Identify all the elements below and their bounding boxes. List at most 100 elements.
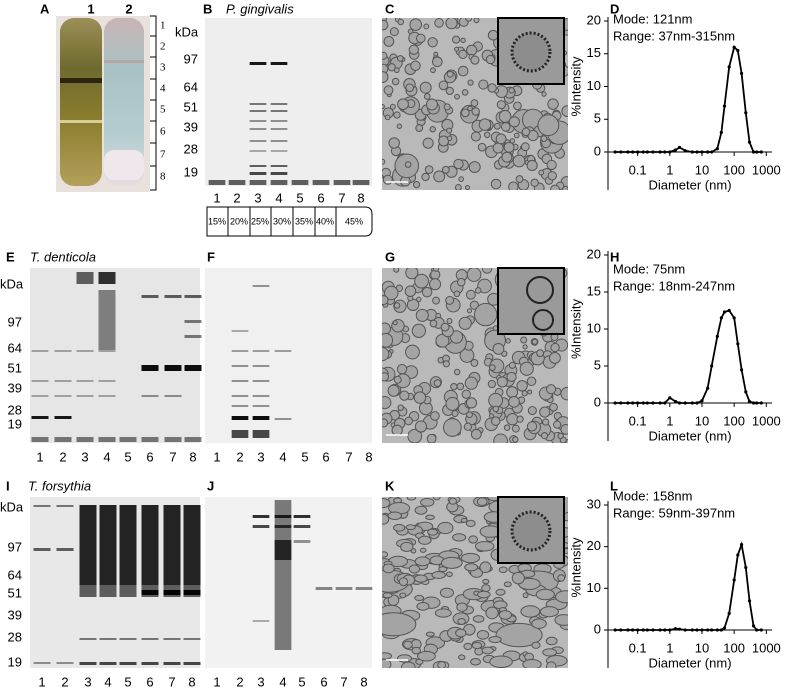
vesicle [446,127,453,134]
marker-label: 64 [8,340,22,355]
panel-label: D [610,1,619,16]
gel-band [274,418,292,420]
panel-label: I [6,478,10,493]
vesicle [393,375,402,384]
data-point [651,150,655,154]
panel-label: F [207,249,215,264]
vesicle [521,127,531,137]
annotation: Range: 59nm-397nm [613,505,735,520]
data-point [759,150,763,154]
vesicle [489,364,496,371]
x-tick-label: 0.1 [629,413,647,428]
gel-band [184,365,202,371]
data-point [744,565,748,570]
marker-label: 28 [8,629,22,644]
gel-band [54,350,72,352]
vesicle [555,590,568,604]
vesicle [481,646,494,655]
marker-label: 51 [184,99,198,114]
annotation: Range: 37nm-315nm [613,28,735,43]
vesicle [423,23,430,30]
gradient-label: 40% [316,216,334,226]
gel-band [54,395,72,397]
x-tick-label: 100 [723,640,745,655]
vesicle [453,368,461,376]
data-point [732,45,736,49]
vesicle [424,165,434,174]
gel-band [231,330,249,332]
vesicle [485,54,496,65]
vesicle [430,67,436,74]
lane-label: 7 [169,449,176,464]
data-point [706,150,710,154]
data-point [722,626,727,630]
x-tick-label: 0.1 [629,640,647,655]
lane-label: 6 [317,190,324,205]
y-tick-label: 10 [587,580,601,595]
vesicle [400,661,416,668]
y-tick-label: 10 [587,320,601,335]
lane-label: 1 [213,674,220,689]
data-point [695,150,699,154]
lane-label: 1 [36,449,43,464]
vesicle [415,308,429,322]
vesicle [549,402,558,412]
gel-band [231,430,249,438]
data-point [668,150,672,154]
vesicle [541,91,547,97]
size-curve [615,309,762,404]
lane-label: 1 [38,674,45,689]
vesicle [478,79,489,90]
vesicle [496,100,506,110]
data-point [668,628,672,632]
vesicle [382,551,389,558]
panel-label: L [610,478,618,493]
lane-label: 8 [365,449,372,464]
vesicle [560,423,568,435]
vesicle [382,396,392,410]
fraction-label: 8 [160,171,166,183]
panel-label: J [207,478,214,493]
vesicle [406,497,417,501]
data-point [683,628,687,632]
marker-label: 51 [8,360,22,375]
vesicle [398,577,409,587]
x-tick-label: 100 [723,413,745,428]
data-point [710,364,714,368]
data-point [658,150,662,154]
vesicle [414,273,429,289]
vesicle [397,404,404,411]
vesicle [512,154,526,168]
x-tick-label: 100 [723,162,745,177]
vesicle [420,497,435,507]
data-point [658,401,662,405]
vesicle [473,18,480,24]
vesicle [506,371,517,383]
lane-label: 3 [257,449,264,464]
vesicle [511,424,520,433]
vesicle [429,126,436,133]
vesicle [421,286,433,298]
data-point [631,150,635,154]
vesicle [456,602,468,612]
data-point [732,316,736,320]
vesicle [527,389,533,395]
data-point [641,150,645,154]
vesicle [513,132,520,139]
gel-band [76,437,94,442]
marker-label: 64 [8,567,22,582]
gel-band [79,662,97,665]
data-point [651,628,655,632]
x-tick-label: 1000 [752,162,781,177]
vesicle [466,268,482,282]
data-point [706,386,710,390]
vesicle [408,44,419,55]
vesicle [437,661,447,668]
vesicle [471,641,483,650]
vesicle [441,165,450,174]
vesicle [450,382,458,391]
vesicle [407,428,423,443]
gel-band [270,180,288,185]
vesicle [382,322,391,335]
vesicle [470,131,481,142]
